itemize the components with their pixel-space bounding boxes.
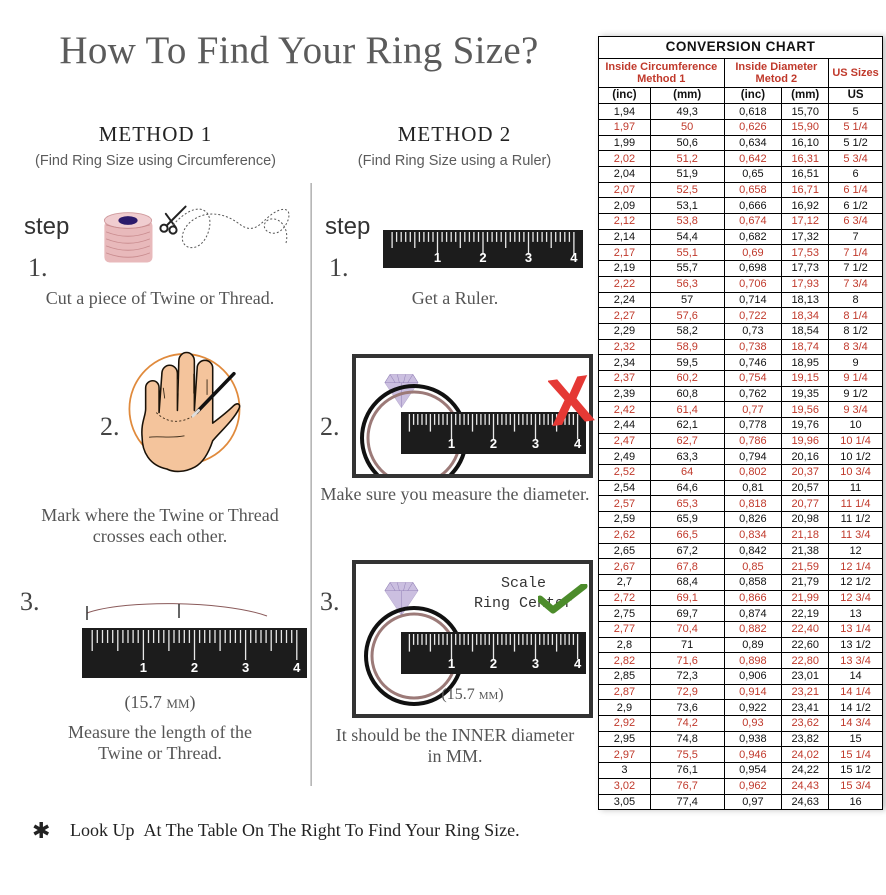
svg-text:1: 1 <box>434 250 441 265</box>
svg-text:2: 2 <box>490 436 497 451</box>
svg-text:4: 4 <box>570 250 578 265</box>
svg-text:3: 3 <box>532 656 539 671</box>
svg-text:3: 3 <box>532 436 539 451</box>
svg-text:4: 4 <box>574 656 582 671</box>
svg-text:2: 2 <box>490 656 497 671</box>
svg-text:3: 3 <box>525 250 532 265</box>
svg-text:1: 1 <box>140 660 147 675</box>
svg-text:2: 2 <box>479 250 486 265</box>
svg-text:1: 1 <box>448 656 455 671</box>
svg-text:1: 1 <box>448 436 455 451</box>
svg-text:4: 4 <box>293 660 301 675</box>
svg-text:X: X <box>548 372 598 441</box>
svg-text:2: 2 <box>191 660 198 675</box>
svg-text:3: 3 <box>242 660 249 675</box>
